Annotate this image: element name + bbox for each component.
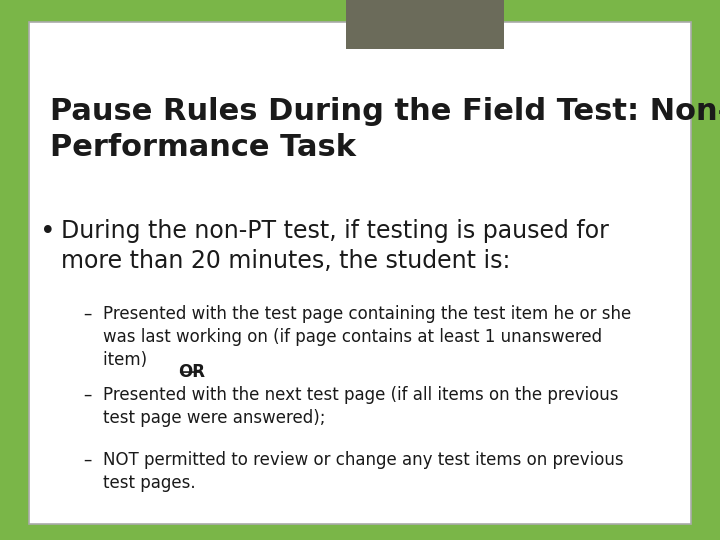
Text: –: – [83, 451, 91, 469]
Bar [346, 0, 504, 49]
Text: –: – [83, 305, 91, 323]
FancyBboxPatch shape [29, 22, 691, 524]
Text: Pause Rules During the Field Test: Non–
Performance Task: Pause Rules During the Field Test: Non– … [50, 97, 720, 162]
Text: OR: OR [178, 363, 205, 381]
Text: –: – [83, 386, 91, 404]
Text: Presented with the next test page (if all items on the previous
test page were a: Presented with the next test page (if al… [103, 386, 618, 427]
Text: NOT permitted to review or change any test items on previous
test pages.: NOT permitted to review or change any te… [103, 451, 624, 492]
Text: Presented with the test page containing the test item he or she
was last working: Presented with the test page containing … [103, 305, 631, 369]
Text: •: • [40, 219, 55, 245]
Text: During the non-PT test, if testing is paused for
more than 20 minutes, the stude: During the non-PT test, if testing is pa… [61, 219, 609, 273]
